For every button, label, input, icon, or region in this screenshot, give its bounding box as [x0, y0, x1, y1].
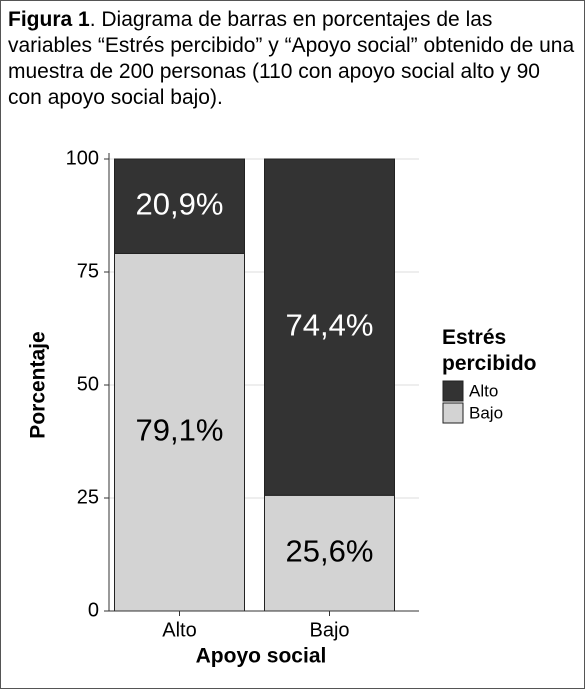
legend-swatch: [442, 380, 464, 402]
y-axis-label: Porcentaje: [27, 331, 50, 438]
bar-segment: [264, 494, 395, 612]
legend-title: Estrés percibido: [442, 326, 537, 375]
bar-segment: [114, 252, 245, 612]
y-tick-label: 50: [77, 373, 99, 395]
bar-segment: [264, 158, 395, 496]
legend-label: Alto: [469, 381, 498, 400]
x-tick-label: Alto: [162, 619, 196, 641]
value-label: 25,6%: [286, 533, 374, 568]
x-axis-label: Apoyo social: [196, 645, 327, 668]
caption: Figura 1. Diagrama de barras en porcenta…: [8, 7, 576, 111]
y-tick-label: 0: [88, 599, 99, 621]
bar-segment: [114, 158, 245, 254]
value-label: 74,4%: [286, 307, 374, 342]
value-label: 20,9%: [136, 186, 224, 221]
y-tick-label: 100: [66, 147, 99, 169]
y-tick-label: 25: [77, 486, 99, 508]
x-tick-label: Bajo: [309, 619, 349, 641]
legend-swatch: [442, 402, 464, 424]
legend-label: Bajo: [469, 403, 503, 422]
value-label: 79,1%: [136, 412, 224, 447]
caption-label: Figura 1: [8, 8, 90, 31]
y-tick-label: 75: [77, 260, 99, 282]
caption-text: . Diagrama de barras en porcentajes de l…: [8, 8, 575, 109]
